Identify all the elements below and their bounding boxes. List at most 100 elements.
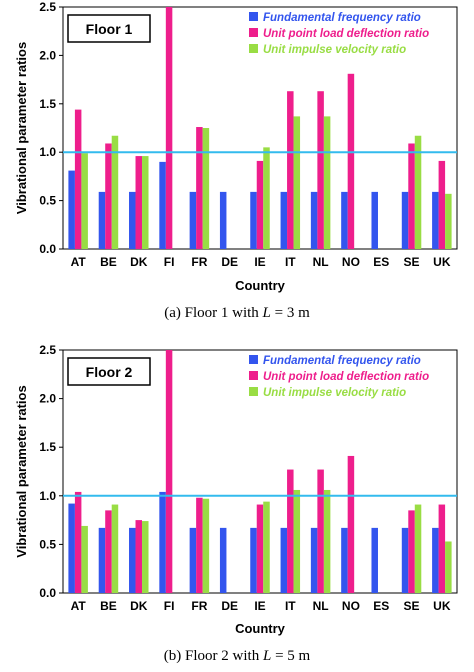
legend-label-3: Unit impulse velocity ratio	[263, 44, 406, 56]
bar-it-series-1	[280, 527, 288, 593]
bar-es-series-1	[371, 191, 378, 249]
x-tick-label-it: IT	[285, 255, 296, 269]
bar-dk-series-1	[129, 191, 136, 249]
legend-label-1: Fundamental frequency ratio	[263, 12, 421, 24]
bar-it-series-2	[287, 469, 294, 593]
x-axis-title: Country	[235, 621, 286, 636]
caption-prefix: (b) Floor 2 with	[164, 648, 263, 664]
bar-nl-series-3	[323, 489, 331, 593]
legend-swatch-3	[249, 44, 258, 53]
bar-fr-series-3	[202, 498, 210, 593]
panel-label: Floor 1	[86, 21, 133, 37]
caption-variable: L	[262, 305, 271, 321]
caption-variable: L	[262, 648, 271, 664]
legend-label-1: Fundamental frequency ratio	[263, 355, 421, 367]
x-tick-label-es: ES	[373, 255, 389, 269]
y-tick-label: 0.0	[39, 242, 56, 256]
y-tick-label: 1.5	[39, 97, 56, 111]
caption: (a) Floor 1 with L = 3 m	[164, 305, 310, 321]
bar-de-series-1	[219, 527, 227, 593]
bar-it-series-2	[287, 91, 294, 249]
bar-uk-series-3	[445, 541, 452, 593]
bar-ie-series-2	[256, 504, 264, 593]
bar-at-series-1	[68, 503, 75, 593]
bar-ie-series-2	[256, 160, 264, 249]
y-tick-label: 0.0	[39, 586, 56, 600]
y-axis-title: Vibrational parameter ratios	[14, 385, 29, 557]
panel-label-box	[67, 357, 151, 386]
y-tick-label: 1.0	[39, 489, 56, 503]
bar-uk-series-1	[432, 527, 439, 593]
x-tick-label-uk: UK	[433, 599, 451, 613]
y-tick-label: 2.5	[39, 343, 56, 357]
y-tick-label: 2.0	[39, 48, 56, 62]
bar-be-series-1	[98, 191, 106, 249]
x-tick-label-dk: DK	[130, 255, 148, 269]
x-tick-label-dk: DK	[130, 599, 148, 613]
bar-nl-series-1	[310, 191, 318, 249]
bar-se-series-3	[414, 504, 422, 593]
bar-dk-series-1	[129, 527, 136, 593]
y-tick-label: 0.5	[39, 194, 56, 208]
y-tick-label: 0.5	[39, 537, 56, 551]
bar-dk-series-2	[135, 520, 143, 593]
y-tick-label: 2.0	[39, 392, 56, 406]
bar-uk-series-1	[432, 191, 439, 249]
bar-fi-series-1	[159, 161, 166, 249]
bar-at-series-2	[74, 491, 82, 593]
bar-it-series-3	[293, 489, 301, 593]
x-tick-label-ie: IE	[254, 599, 265, 613]
x-tick-label-ie: IE	[254, 255, 265, 269]
bar-se-series-1	[401, 191, 409, 249]
bar-de-series-1	[219, 191, 227, 249]
bar-dk-series-3	[142, 521, 149, 593]
bar-at-series-1	[68, 170, 75, 249]
bar-uk-series-2	[438, 160, 446, 249]
x-tick-label-fr: FR	[191, 599, 207, 613]
x-axis-title: Country	[235, 278, 286, 293]
bar-es-series-1	[371, 527, 378, 593]
bar-nl-series-1	[310, 527, 318, 593]
x-tick-label-at: AT	[71, 255, 87, 269]
bar-fi-series-2	[165, 350, 173, 593]
bar-no-series-2	[347, 455, 355, 593]
bar-uk-series-2	[438, 504, 446, 593]
x-tick-label-fr: FR	[191, 255, 207, 269]
bar-it-series-1	[280, 191, 288, 249]
legend-swatch-2	[249, 28, 258, 37]
panel-label: Floor 2	[86, 364, 133, 380]
y-tick-label: 2.5	[39, 0, 56, 14]
bar-be-series-2	[105, 143, 112, 249]
bar-fr-series-3	[202, 128, 210, 249]
bar-ie-series-3	[263, 147, 270, 249]
panel-label-box	[67, 14, 151, 43]
bar-nl-series-2	[317, 91, 324, 249]
x-tick-label-be: BE	[100, 255, 117, 269]
legend-swatch-1	[249, 355, 258, 364]
bar-dk-series-3	[142, 156, 149, 249]
caption-suffix: = 5 m	[271, 648, 310, 664]
bar-no-series-1	[341, 527, 348, 593]
bar-uk-series-3	[445, 193, 452, 249]
bar-be-series-1	[98, 527, 106, 593]
caption: (b) Floor 2 with L = 5 m	[164, 648, 311, 664]
bar-ie-series-3	[263, 501, 270, 593]
bar-se-series-2	[408, 143, 415, 249]
bar-be-series-3	[111, 504, 119, 593]
bar-be-series-3	[111, 135, 119, 249]
bar-ie-series-1	[250, 527, 257, 593]
caption-prefix: (a) Floor 1 with	[164, 305, 262, 321]
legend-label-3: Unit impulse velocity ratio	[263, 387, 406, 399]
chart-panel-1: 0.0 0.5 1.0 1.5 2.0 2.5 AT BE DK FI FR DE IE IT NL NO ES…	[14, 0, 458, 321]
bar-fr-series-1	[189, 191, 197, 249]
bar-nl-series-2	[317, 469, 324, 593]
bar-se-series-2	[408, 510, 415, 593]
bar-fr-series-2	[196, 497, 203, 593]
bar-at-series-3	[81, 153, 88, 249]
bar-nl-series-3	[323, 116, 331, 249]
bar-it-series-3	[293, 116, 301, 249]
bar-fr-series-1	[189, 527, 197, 593]
x-tick-label-uk: UK	[433, 255, 451, 269]
y-tick-label: 1.0	[39, 145, 56, 159]
